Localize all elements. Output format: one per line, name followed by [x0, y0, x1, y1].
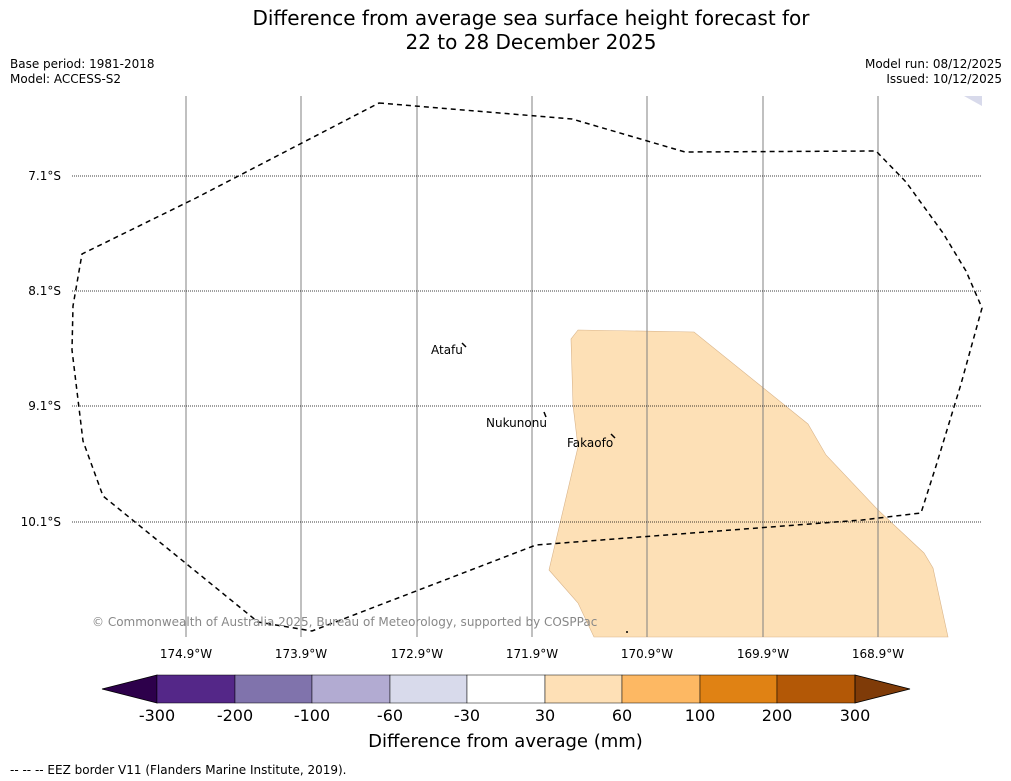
place-label-atafu: Atafu [431, 343, 463, 357]
colorbar-tick-label: 30 [534, 706, 556, 725]
nukunonu-island-marker [543, 411, 547, 418]
colorbar-tick-label: 200 [761, 706, 793, 725]
copyright-notice: © Commonwealth of Australia 2025, Bureau… [92, 615, 597, 629]
map-title: Difference from average sea surface heig… [0, 6, 1011, 54]
model-name: Model: ACCESS-S2 [10, 72, 122, 86]
lon-label: 174.9°W [159, 647, 213, 661]
colorbar-tick-label: -300 [138, 706, 176, 725]
place-label-fakaofo: Fakaofo [567, 436, 613, 450]
lon-label: 170.9°W [620, 647, 674, 661]
anomaly-region-30-60 [548, 329, 949, 638]
eez-legend-note: -- -- -- EEZ border V11 (Flanders Marine… [10, 763, 347, 777]
issued-date: Issued: 10/12/2025 [886, 72, 1002, 86]
title-line-2: 22 to 28 December 2025 [405, 30, 657, 54]
colorbar-extend-low [101, 674, 158, 704]
lon-label: 168.9°W [851, 647, 905, 661]
corner-patch [964, 96, 982, 106]
model-run: Model run: 08/12/2025 [864, 57, 1002, 71]
lon-label: 173.9°W [274, 647, 328, 661]
colorbar-bin [776, 674, 856, 704]
colorbar-bin [466, 674, 546, 704]
fakaofo-island-marker [610, 433, 616, 439]
colorbar-bin [311, 674, 391, 704]
meta-left: Base period: 1981-2018 Model: ACCESS-S2 [10, 57, 155, 87]
latitude-gridlines [72, 175, 982, 523]
colorbar-bin [234, 674, 313, 704]
colorbar-tick-label: 60 [611, 706, 633, 725]
colorbar [101, 674, 911, 704]
colorbar-tick-label: -60 [376, 706, 404, 725]
colorbar-extend-high [854, 674, 911, 704]
colorbar-bin [699, 674, 778, 704]
colorbar-tick-label: -200 [216, 706, 254, 725]
meta-right: Model run: 08/12/2025 Issued: 10/12/2025 [865, 57, 1002, 87]
colorbar-tick-label: -100 [293, 706, 331, 725]
eez-border [71, 102, 983, 632]
lon-label: 172.9°W [390, 647, 444, 661]
colorbar-tick-label: 100 [684, 706, 716, 725]
lon-label: 171.9°W [505, 647, 559, 661]
atafu-island-marker [461, 342, 467, 348]
base-period: Base period: 1981-2018 [10, 57, 155, 71]
small-island-marker [626, 631, 628, 633]
lat-label: 8.1°S [28, 284, 61, 298]
colorbar-tick-label: 300 [839, 706, 871, 725]
colorbar-bin [389, 674, 468, 704]
lon-label: 169.9°W [736, 647, 790, 661]
colorbar-bin [156, 674, 236, 704]
colorbar-bin [544, 674, 623, 704]
colorbar-bin [621, 674, 701, 704]
colorbar-tick-label: -30 [453, 706, 481, 725]
lat-label: 10.1°S [20, 515, 61, 529]
lat-label: 7.1°S [28, 169, 61, 183]
title-line-1: Difference from average sea surface heig… [252, 6, 810, 30]
colorbar-title: Difference from average (mm) [368, 731, 643, 752]
lat-label: 9.1°S [28, 399, 61, 413]
place-label-nukunonu: Nukunonu [486, 416, 547, 430]
